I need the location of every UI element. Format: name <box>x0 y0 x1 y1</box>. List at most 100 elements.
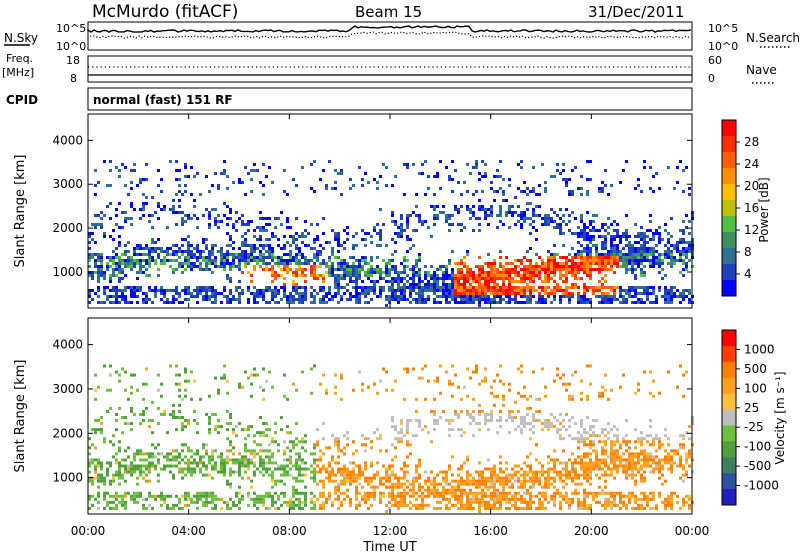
velocity-cell <box>448 467 451 471</box>
power-cell <box>379 271 382 274</box>
power-cell <box>658 238 661 241</box>
velocity-cell <box>550 425 553 429</box>
power-cell <box>538 277 541 280</box>
velocity-cell <box>295 503 298 507</box>
velocity-cell <box>550 467 553 471</box>
power-cell <box>172 268 175 271</box>
power-cell <box>559 295 562 298</box>
power-cell <box>430 277 433 280</box>
power-cell <box>508 178 511 181</box>
velocity-cell <box>562 437 565 441</box>
power-cell <box>514 298 517 301</box>
power-cell <box>568 268 571 271</box>
power-cell <box>493 190 496 193</box>
velocity-cell <box>460 503 463 507</box>
power-cell <box>265 265 268 268</box>
power-cell <box>193 205 196 208</box>
power-cell <box>289 235 292 238</box>
velocity-cell <box>208 455 211 459</box>
power-cell <box>502 178 505 181</box>
velocity-cell <box>199 458 202 462</box>
velocity-cell <box>340 482 343 486</box>
power-cell <box>466 274 469 277</box>
power-cell <box>313 253 316 256</box>
power-cell <box>331 253 334 256</box>
velocity-cell <box>214 461 217 465</box>
velocity-cell <box>511 416 514 419</box>
power-cell <box>391 283 394 286</box>
power-cell <box>238 217 241 220</box>
velocity-cell <box>346 494 349 498</box>
power-cell <box>247 253 250 256</box>
power-cell <box>568 229 571 232</box>
velocity-cell <box>430 488 433 492</box>
power-cell <box>163 250 166 253</box>
velocity-cell <box>106 409 109 413</box>
velocity-cell <box>451 419 454 423</box>
power-cell <box>442 289 445 292</box>
power-cell <box>310 223 313 226</box>
power-cell <box>493 265 496 268</box>
power-cell <box>625 265 628 268</box>
power-cell <box>643 265 646 268</box>
power-cell <box>376 223 379 226</box>
velocity-cell <box>406 491 409 495</box>
power-cell <box>580 187 583 190</box>
velocity-cell <box>469 497 472 501</box>
velocity-cell <box>319 467 322 471</box>
velocity-cell <box>208 500 211 504</box>
power-cell <box>253 259 256 262</box>
power-cell <box>202 256 205 259</box>
velocity-cell <box>526 473 529 477</box>
power-cell <box>415 229 418 232</box>
velocity-cell <box>514 491 517 495</box>
velocity-cell <box>439 416 442 419</box>
power-cell <box>529 259 532 262</box>
velocity-cell <box>583 497 586 501</box>
freq-tick-bottom: 8 <box>70 72 77 85</box>
velocity-cell <box>286 503 289 507</box>
power-cell <box>295 256 298 259</box>
velocity-cell <box>142 458 145 462</box>
power-cell <box>634 259 637 262</box>
power-cell <box>640 301 643 304</box>
velocity-cell <box>520 497 523 501</box>
power-cell <box>316 253 319 256</box>
date-title: 31/Dec/2011 <box>588 3 684 21</box>
velocity-cell <box>262 388 265 392</box>
velocity-cell <box>193 500 196 504</box>
power-cell <box>376 265 379 268</box>
velocity-cell <box>553 491 556 495</box>
power-cell <box>604 244 607 247</box>
power-cell <box>586 244 589 247</box>
velocity-cell <box>433 409 436 413</box>
power-cell <box>445 292 448 295</box>
power-cell <box>619 301 622 304</box>
velocity-cell <box>493 497 496 501</box>
power-cell <box>496 289 499 292</box>
velocity-cell <box>448 428 451 432</box>
power-cell <box>259 217 262 220</box>
velocity-cell <box>382 367 385 371</box>
power-cell <box>133 286 136 289</box>
velocity-cell <box>475 370 478 374</box>
power-cell <box>283 277 286 280</box>
velocity-cell <box>166 506 169 510</box>
power-cell <box>538 256 541 259</box>
velocity-cell <box>292 443 295 447</box>
velocity-cell <box>562 479 565 483</box>
velocity-cell <box>544 425 547 429</box>
power-cell <box>466 286 469 289</box>
power-cell <box>220 250 223 253</box>
velocity-cell <box>334 385 337 389</box>
velocity-cell <box>271 497 274 501</box>
velocity-cell <box>133 452 136 456</box>
velocity-cell <box>265 506 268 510</box>
power-cell <box>358 292 361 295</box>
power-cell <box>301 271 304 274</box>
power-cell <box>346 238 349 241</box>
velocity-cell <box>424 364 427 368</box>
power-cell <box>229 211 232 214</box>
velocity-cell <box>154 446 157 450</box>
velocity-cell <box>217 470 220 474</box>
